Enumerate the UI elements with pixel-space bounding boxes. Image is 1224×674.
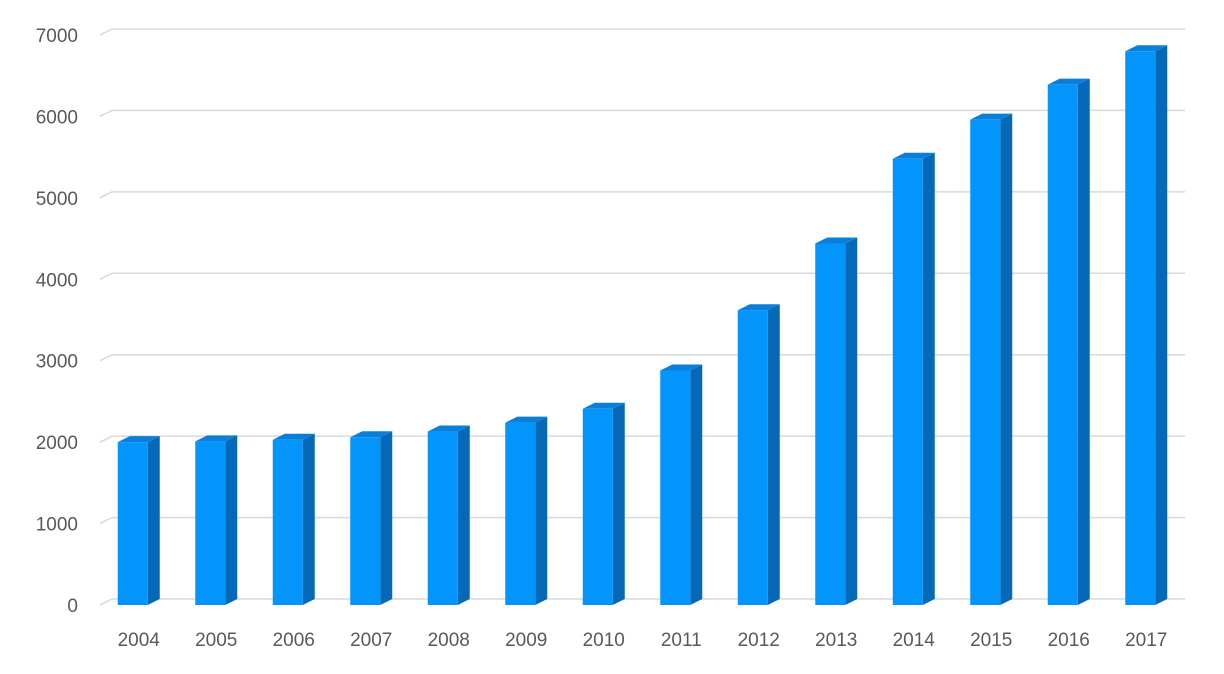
x-axis-tick-labels: 2004 2005 2006 2007 2008 2009 2010 2011 2012 2013…: [118, 630, 1168, 651]
bar-front-face: [505, 422, 536, 605]
bar-top-face: [660, 364, 703, 371]
y-axis-tick-labels: 0 1000 2000 3000 4000 5000 6000 7000: [36, 26, 78, 617]
bar: [195, 435, 238, 605]
bar: [737, 304, 780, 605]
gridline: [99, 435, 1185, 443]
x-tick-label: 2014: [893, 630, 936, 651]
bar-side-face: [380, 431, 393, 605]
bar-side-face: [147, 436, 160, 605]
bar-front-face: [737, 310, 768, 605]
bar-top-face: [582, 402, 625, 409]
bar-front-face: [427, 431, 458, 605]
bar-side-face: [922, 152, 935, 605]
bar: [815, 237, 858, 605]
bar-top-face: [970, 113, 1013, 120]
gridline: [99, 516, 1185, 525]
bar-top-face: [350, 431, 393, 438]
bar-top-face: [892, 152, 935, 159]
x-tick-label: 2005: [195, 630, 237, 651]
gridlines: [99, 28, 1185, 606]
bar-front-face: [272, 439, 303, 605]
bar-top-face: [195, 435, 238, 442]
bar: [117, 436, 160, 605]
y-tick-label: 7000: [36, 26, 78, 47]
bar-front-face: [892, 158, 923, 605]
bar-side-face: [612, 402, 625, 605]
bar-side-face: [535, 416, 548, 605]
bar: [427, 425, 470, 605]
bar-side-face: [767, 304, 780, 605]
x-tick-label: 2009: [505, 630, 547, 651]
bar-top-face: [1125, 45, 1168, 52]
x-tick-label: 2016: [1048, 630, 1090, 651]
bar: [1047, 78, 1090, 605]
bar-top-face: [505, 416, 548, 423]
bar: [582, 402, 625, 605]
bar: [970, 113, 1013, 605]
bar-front-face: [582, 408, 613, 605]
bar: [892, 152, 935, 605]
gridline: [99, 28, 1185, 36]
bar-side-face: [845, 237, 858, 605]
x-tick-label: 2004: [118, 630, 161, 651]
x-tick-label: 2013: [815, 630, 857, 651]
bar-side-face: [225, 435, 238, 605]
x-tick-label: 2012: [738, 630, 780, 651]
bar-side-face: [1000, 113, 1013, 605]
x-tick-label: 2008: [428, 630, 470, 651]
bar-top-face: [427, 425, 470, 432]
gridline: [99, 272, 1185, 280]
x-tick-label: 2007: [350, 630, 392, 651]
y-tick-label: 6000: [36, 107, 78, 128]
gridline: [99, 191, 1185, 199]
bar-side-face: [1077, 78, 1090, 605]
gridline: [99, 353, 1185, 362]
gridline: [99, 598, 1185, 606]
y-tick-label: 2000: [36, 433, 78, 454]
bar-front-face: [350, 437, 381, 605]
x-tick-label: 2015: [970, 630, 1012, 651]
y-tick-label: 3000: [36, 352, 78, 373]
x-tick-label: 2011: [661, 630, 702, 651]
bar-top-face: [272, 433, 315, 440]
bar-side-face: [690, 364, 703, 605]
bar-top-face: [117, 436, 160, 443]
y-tick-label: 1000: [36, 515, 78, 536]
x-tick-label: 2010: [583, 630, 625, 651]
bar-top-face: [815, 237, 858, 244]
y-tick-label: 0: [67, 596, 78, 617]
bar-side-face: [457, 425, 470, 605]
bar: [505, 416, 548, 605]
bar-front-face: [660, 370, 691, 605]
bar-top-face: [1047, 78, 1090, 85]
x-tick-label: 2006: [273, 630, 315, 651]
y-tick-label: 4000: [36, 270, 78, 291]
y-tick-label: 5000: [36, 189, 78, 210]
bar-front-face: [815, 243, 846, 605]
gridline: [99, 109, 1185, 118]
x-tick-label: 2017: [1125, 630, 1167, 651]
bar: [1125, 45, 1168, 606]
bar-side-face: [302, 433, 315, 605]
bar: [272, 433, 315, 605]
bar-front-face: [970, 119, 1001, 605]
bar-front-face: [195, 441, 226, 605]
bar-side-face: [1155, 45, 1168, 606]
bar-top-face: [737, 304, 780, 311]
bar-front-face: [117, 442, 148, 605]
bar-front-face: [1047, 84, 1078, 605]
bar: [350, 431, 393, 605]
bar-front-face: [1125, 51, 1156, 606]
bars: [117, 45, 1168, 606]
bar: [660, 364, 703, 605]
